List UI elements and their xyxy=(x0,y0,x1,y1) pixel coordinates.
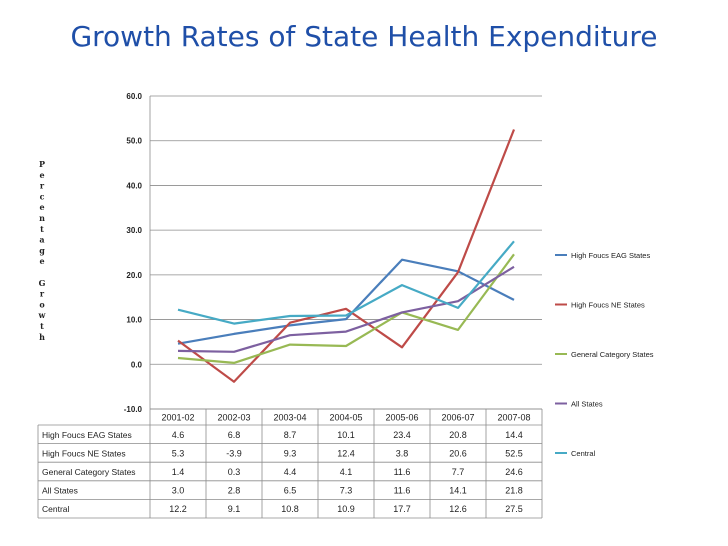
legend-label: Central xyxy=(571,449,596,458)
table-cell-value: 10.9 xyxy=(337,504,355,514)
series-line xyxy=(177,253,515,364)
x-tick-label: 2001-02 xyxy=(161,413,194,423)
table-cell-value: 9.3 xyxy=(284,448,297,458)
x-tick-label: 2004-05 xyxy=(329,413,362,423)
y-tick-label: 20.0 xyxy=(126,271,142,280)
table-cell-value: 12.4 xyxy=(337,448,355,458)
table-cell-value: 2.8 xyxy=(228,486,241,496)
legend-label: High Foucs EAG States xyxy=(571,251,650,260)
y-tick-label: 40.0 xyxy=(126,181,142,190)
series-line xyxy=(177,265,515,353)
table-cell-value: 3.0 xyxy=(172,486,185,496)
table-cell-value: 0.3 xyxy=(228,467,241,477)
y-tick-label: 50.0 xyxy=(126,137,142,146)
table-series-name: General Category States xyxy=(42,467,136,477)
legend-label: All States xyxy=(571,400,603,409)
table-cell-value: 8.7 xyxy=(284,430,297,440)
table-series-name: All States xyxy=(42,486,78,496)
table-cell-value: 12.2 xyxy=(169,504,187,514)
table-cell-value: 11.6 xyxy=(394,486,411,496)
y-tick-label: 0.0 xyxy=(131,360,143,369)
table-series-name: High Foucs EAG States xyxy=(42,430,132,440)
x-tick-label: 2006-07 xyxy=(441,413,474,423)
series-line xyxy=(177,240,515,325)
table-cell-value: 10.1 xyxy=(337,430,355,440)
table-cell-value: 20.8 xyxy=(449,430,467,440)
table-cell-value: 6.8 xyxy=(228,430,241,440)
y-tick-label: 10.0 xyxy=(126,316,142,325)
x-tick-label: 2005-06 xyxy=(385,413,418,423)
table-cell-value: 6.5 xyxy=(284,486,297,496)
table-cell-value: 10.8 xyxy=(281,504,299,514)
table-cell-value: 27.5 xyxy=(505,504,523,514)
table-cell-value: -3.9 xyxy=(226,448,242,458)
table-cell-value: 4.6 xyxy=(172,430,185,440)
table-cell-value: 17.7 xyxy=(393,504,411,514)
legend-label: High Foucs NE States xyxy=(571,301,645,310)
table-cell-value: 1.4 xyxy=(172,467,185,477)
table-cell-value: 20.6 xyxy=(449,448,467,458)
y-tick-label: 30.0 xyxy=(126,226,142,235)
y-tick-label: 60.0 xyxy=(126,92,142,101)
y-tick-label: -10.0 xyxy=(124,405,143,414)
series-line xyxy=(177,129,516,383)
table-cell-value: 23.4 xyxy=(393,430,411,440)
table-cell-value: 11.6 xyxy=(394,467,411,477)
table-series-name: Central xyxy=(42,504,70,514)
table-cell-value: 4.1 xyxy=(340,467,353,477)
table-cell-value: 21.8 xyxy=(505,486,523,496)
table-cell-value: 3.8 xyxy=(396,448,409,458)
table-cell-value: 4.4 xyxy=(284,467,297,477)
table-cell-value: 12.6 xyxy=(449,504,467,514)
table-cell-value: 24.6 xyxy=(505,467,523,477)
table-cell-value: 14.4 xyxy=(505,430,523,440)
legend-label: General Category States xyxy=(571,350,654,359)
table-cell-value: 14.1 xyxy=(449,486,467,496)
table-cell-value: 7.7 xyxy=(452,467,465,477)
page-title: Growth Rates of State Health Expenditure xyxy=(70,20,658,53)
table-cell-value: 52.5 xyxy=(505,448,523,458)
x-tick-label: 2002-03 xyxy=(217,413,250,423)
table-series-name: High Foucs NE States xyxy=(42,448,126,458)
table-cell-value: 9.1 xyxy=(228,504,241,514)
table-cell-value: 7.3 xyxy=(340,486,353,496)
x-tick-label: 2007-08 xyxy=(497,413,530,423)
table-cell-value: 5.3 xyxy=(172,448,185,458)
x-tick-label: 2003-04 xyxy=(273,413,306,423)
